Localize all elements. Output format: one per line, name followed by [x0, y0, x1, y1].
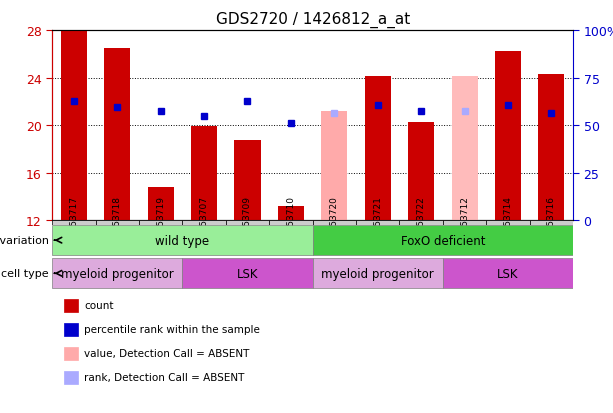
Text: FoxO deficient: FoxO deficient	[401, 234, 485, 247]
Bar	[52, 221, 96, 225]
Bar	[495, 52, 521, 221]
Text: count: count	[84, 301, 113, 311]
Text: GSM153720: GSM153720	[330, 196, 339, 250]
Bar	[104, 49, 130, 221]
Text: LSK: LSK	[237, 267, 258, 280]
Bar	[365, 77, 391, 221]
Text: GSM153722: GSM153722	[417, 196, 425, 250]
Bar	[313, 259, 443, 288]
Bar	[408, 122, 434, 221]
Bar	[313, 221, 356, 225]
Text: myeloid progenitor: myeloid progenitor	[61, 267, 173, 280]
Text: GSM153712: GSM153712	[460, 196, 469, 250]
Bar	[139, 221, 183, 225]
Bar	[538, 75, 565, 221]
Bar	[61, 32, 87, 221]
Text: GSM153717: GSM153717	[69, 196, 78, 250]
Text: genotype/variation: genotype/variation	[0, 235, 49, 246]
Bar	[313, 225, 573, 255]
Text: GSM153721: GSM153721	[373, 196, 383, 250]
Bar	[234, 140, 261, 221]
Text: value, Detection Call = ABSENT: value, Detection Call = ABSENT	[84, 349, 249, 358]
Bar	[269, 221, 313, 225]
Bar	[52, 225, 313, 255]
Bar	[52, 259, 183, 288]
Bar	[191, 127, 217, 221]
Bar	[183, 221, 226, 225]
Text: rank, Detection Call = ABSENT: rank, Detection Call = ABSENT	[84, 373, 245, 382]
Text: GSM153718: GSM153718	[113, 196, 122, 250]
Bar	[356, 221, 400, 225]
Text: LSK: LSK	[497, 267, 519, 280]
Bar	[530, 221, 573, 225]
Bar	[278, 206, 304, 221]
Text: GSM153709: GSM153709	[243, 196, 252, 250]
Text: wild type: wild type	[155, 234, 210, 247]
Text: GSM153714: GSM153714	[503, 196, 512, 250]
Bar	[321, 112, 348, 221]
Bar	[226, 221, 269, 225]
Text: cell type: cell type	[1, 268, 49, 279]
Text: GSM153707: GSM153707	[200, 196, 208, 250]
Bar	[443, 259, 573, 288]
Text: GSM153716: GSM153716	[547, 196, 556, 250]
Text: GSM153710: GSM153710	[286, 196, 295, 250]
Bar	[148, 188, 173, 221]
Bar	[452, 77, 478, 221]
Title: GDS2720 / 1426812_a_at: GDS2720 / 1426812_a_at	[216, 12, 409, 28]
Bar	[443, 221, 486, 225]
Bar	[183, 259, 313, 288]
Text: GSM153719: GSM153719	[156, 196, 165, 250]
Bar	[400, 221, 443, 225]
Bar	[486, 221, 530, 225]
Bar	[96, 221, 139, 225]
Text: myeloid progenitor: myeloid progenitor	[321, 267, 434, 280]
Text: percentile rank within the sample: percentile rank within the sample	[84, 325, 260, 335]
